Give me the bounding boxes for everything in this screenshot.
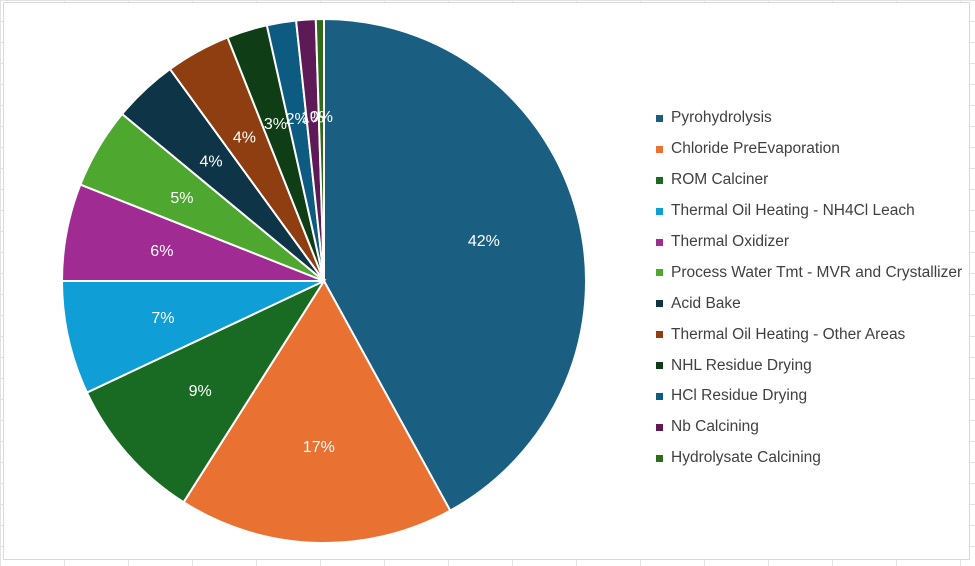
data-label-6: 4% [199,154,222,171]
data-label-7: 4% [233,129,256,146]
legend-swatch [656,269,663,277]
legend-swatch [656,114,663,122]
legend-label: Thermal Oil Heating - NH4Cl Leach [671,202,915,220]
legend-item-1: Chloride PreEvaporation [656,134,962,165]
pie-slice-11[interactable] [314,17,325,282]
legend-item-3: Thermal Oil Heating - NH4Cl Leach [656,196,962,227]
pie-slice-2[interactable] [85,278,327,504]
legend-swatch [656,362,663,370]
legend-item-8: NHL Residue Drying [656,350,962,381]
legend-item-2: ROM Calciner [656,165,962,196]
pie-slice-3[interactable] [60,280,325,394]
legend-swatch [656,331,663,339]
legend-label: Acid Bake [671,294,741,312]
legend-item-11: Hydrolysate Calcining [656,443,962,474]
legend-item-4: Thermal Oxidizer [656,227,962,258]
legend-label: ROM Calciner [671,171,769,189]
legend-label: HCl Residue Drying [671,387,808,405]
pie-chart: 42% 17% 9% 7% 6% 5% 4% 4% 3%2%1%0% [60,17,587,544]
legend-swatch [656,238,663,246]
data-label-1: 17% [303,439,335,456]
legend-label: Process Water Tmt - MVR and Crystallizer [671,263,963,281]
legend-label: Thermal Oxidizer [671,233,789,250]
legend-item-9: HCl Residue Drying [656,381,962,412]
legend-label: Thermal Oil Heating - Other Areas [671,325,906,343]
data-label-5: 5% [170,190,193,207]
legend-label: Chloride PreEvaporation [671,140,840,158]
data-label-0: 42% [468,233,500,250]
legend-label: Pyrohydrolysis [671,109,772,127]
data-label-2: 9% [189,383,212,400]
legend-swatch [656,207,663,215]
legend-label: NHL Residue Drying [671,356,812,374]
legend-swatch [656,300,663,308]
legend-label: Hydrolysate Calcining [671,449,821,467]
legend-swatch [656,454,663,462]
legend-swatch [656,392,663,400]
pie-slice-0[interactable] [323,17,587,512]
data-label-10: 1% [301,109,324,126]
legend-swatch [656,145,663,153]
data-label-4: 6% [150,243,173,260]
data-label-8: 3% [264,116,287,133]
data-label-3: 7% [151,310,174,327]
legend-item-10: Nb Calcining [656,412,962,443]
data-label-11: 0% [310,109,333,126]
chart-legend: Pyrohydrolysis Chloride PreEvaporation ROM… [656,103,962,474]
legend-swatch [656,423,663,431]
legend-swatch [656,176,663,184]
legend-item-0: Pyrohydrolysis [656,103,962,134]
data-label-9: 2% [286,111,309,128]
legend-item-6: Acid Bake [656,288,962,319]
legend-label: Nb Calcining [671,418,759,436]
legend-item-7: Thermal Oil Heating - Other Areas [656,319,962,350]
legend-item-5: Process Water Tmt - MVR and Crystallizer [656,257,962,288]
chart-area[interactable]: 42% 17% 9% 7% 6% 5% 4% 4% 3% 2% 1% 0% Pyrohydrolysi… [3,2,970,560]
pie-slice-1[interactable] [182,279,452,544]
